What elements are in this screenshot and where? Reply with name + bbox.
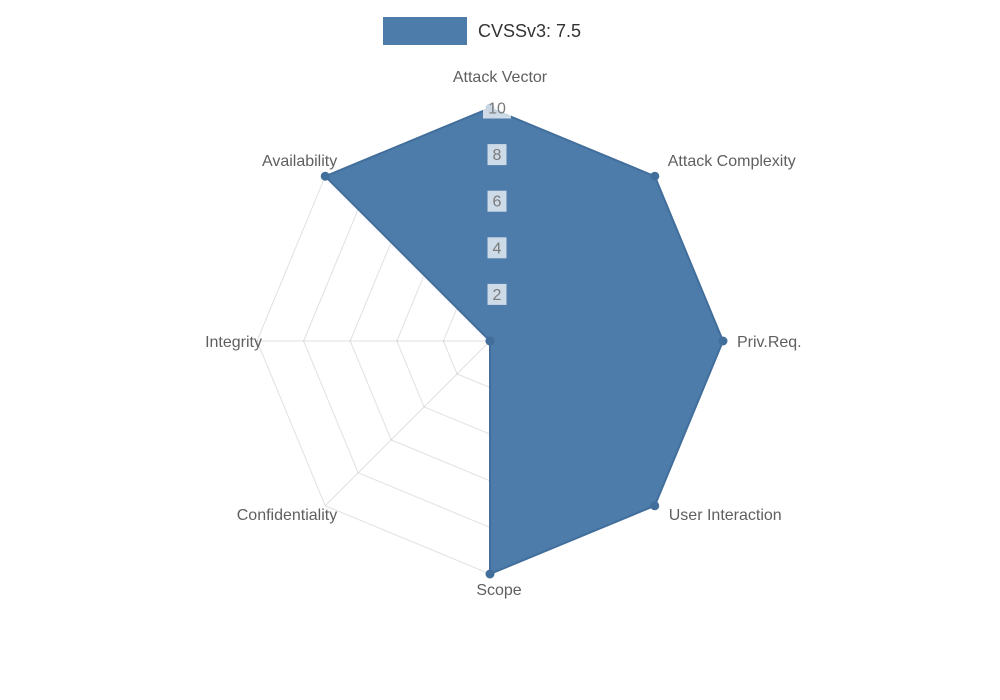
data-polygon [324, 107, 724, 575]
tick-label: 2 [493, 287, 502, 304]
axis-label-availability: Availability [262, 153, 337, 170]
grid-spoke [324, 340, 491, 507]
tick-label: 4 [493, 240, 502, 257]
data-point [320, 171, 330, 181]
data-point [650, 501, 660, 511]
legend-label: CVSSv3: 7.5 [478, 21, 582, 41]
axis-label-attack-vector: Attack Vector [453, 69, 548, 86]
chart-legend[interactable]: CVSSv3: 7.5 [383, 17, 581, 45]
axis-label-confidentiality: Confidentiality [237, 507, 338, 524]
data-point [650, 171, 660, 181]
data-point [718, 336, 728, 346]
axis-label-integrity: Integrity [205, 334, 262, 351]
legend-swatch [383, 17, 467, 45]
data-point [485, 336, 495, 346]
axis-label-attack-complexity: Attack Complexity [668, 153, 796, 170]
tick-label: 8 [493, 147, 502, 164]
tick-backdrop [483, 97, 511, 119]
data-point [485, 569, 495, 579]
axis-label-scope: Scope [476, 582, 521, 599]
axis-label-user-interaction: User Interaction [669, 507, 782, 524]
tick-backdrop [487, 144, 507, 166]
axis-label-priv-req: Priv.Req. [737, 334, 802, 351]
tick-backdrop [487, 190, 507, 212]
tick-label: 10 [488, 101, 506, 118]
tick-label: 6 [493, 194, 502, 211]
tick-backdrop [487, 237, 507, 259]
tick-backdrop [487, 283, 507, 305]
